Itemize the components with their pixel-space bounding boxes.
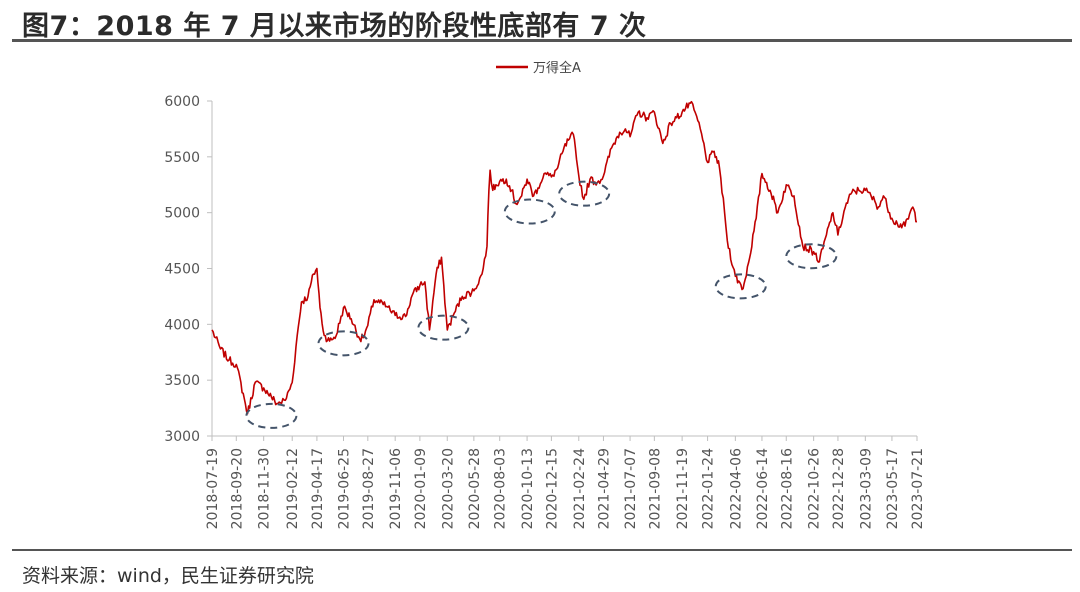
- x-tick-label: 2021-07-07: [623, 448, 639, 529]
- x-tick-label: 2018-11-30: [257, 448, 273, 529]
- x-tick-label: 2021-02-24: [572, 448, 588, 529]
- x-tick-label: 2019-08-27: [361, 448, 377, 529]
- bottom-marker-ellipse: [417, 314, 470, 341]
- x-tick-label: 2022-10-26: [807, 448, 823, 529]
- x-tick-label: 2023-03-09: [858, 448, 874, 529]
- x-tick-label: 2019-04-17: [310, 448, 326, 529]
- y-tick-label: 4000: [164, 317, 200, 333]
- source-note: 资料来源：wind，民生证券研究院: [22, 565, 314, 587]
- figure-title: 图7：2018 年 7 月以来市场的阶段性底部有 7 次: [22, 11, 647, 42]
- y-tick-label: 3000: [164, 429, 200, 445]
- x-tick-label: 2022-06-14: [755, 448, 771, 529]
- series-group: [211, 100, 918, 415]
- y-tick-label: 4500: [164, 262, 200, 278]
- bottom-marker-ellipse: [317, 330, 370, 357]
- x-tick-label: 2021-04-29: [596, 448, 612, 529]
- bottom-marker-ellipse: [558, 180, 611, 207]
- y-tick-label: 6000: [164, 94, 200, 110]
- x-tick-label: 2023-05-17: [885, 448, 901, 529]
- x-tick-label: 2020-08-03: [493, 448, 509, 529]
- footer-divider: [12, 549, 1072, 551]
- title-divider: [12, 39, 1072, 42]
- x-tick-label: 2020-03-20: [440, 448, 456, 529]
- chart-legend: 万得全A: [496, 60, 581, 76]
- x-tick-label: 2020-05-28: [467, 448, 483, 529]
- x-tick-label: 2020-12-15: [544, 448, 560, 529]
- bottom-marker-ellipse: [785, 243, 838, 270]
- y-tick-label: 5500: [164, 150, 200, 166]
- x-tick-label: 2018-07-19: [205, 448, 221, 529]
- x-tick-label: 2020-01-09: [413, 448, 429, 529]
- x-tick-label: 2019-06-25: [337, 448, 353, 529]
- x-tick-label: 2022-08-16: [779, 448, 795, 529]
- x-tick-label: 2022-12-28: [831, 448, 847, 529]
- line-chart: 万得全A 3000 3500 4000 4500 5000 5500 6000 2018-0…: [164, 60, 926, 529]
- x-tick-label: 2022-04-06: [728, 448, 744, 529]
- x-tick-label: 2018-09-20: [229, 448, 245, 529]
- bottom-marker-ellipse: [503, 198, 556, 225]
- bottom-marker-ellipse: [714, 273, 767, 300]
- legend-label-wande-all-a: 万得全A: [533, 60, 581, 76]
- x-tick-label: 2021-09-08: [647, 448, 663, 529]
- x-tick-label: 2021-11-19: [675, 448, 691, 529]
- bottom-markers: [245, 180, 838, 429]
- x-tick-label: 2019-11-06: [388, 448, 404, 529]
- x-axis: 2018-07-19 2018-09-20 2018-11-30 2019-02-12…: [205, 435, 926, 529]
- x-tick-label: 2019-02-12: [285, 448, 301, 529]
- x-tick-label: 2020-10-13: [520, 448, 536, 529]
- y-tick-label: 3500: [164, 373, 200, 389]
- x-tick-label: 2022-01-24: [701, 448, 717, 529]
- series-line-wande-all-a: [211, 100, 918, 415]
- y-axis: 3000 3500 4000 4500 5000 5500 6000: [164, 94, 213, 445]
- x-tick-label: 2023-07-21: [910, 448, 926, 529]
- y-tick-label: 5000: [164, 206, 200, 222]
- bottom-marker-ellipse: [245, 402, 298, 429]
